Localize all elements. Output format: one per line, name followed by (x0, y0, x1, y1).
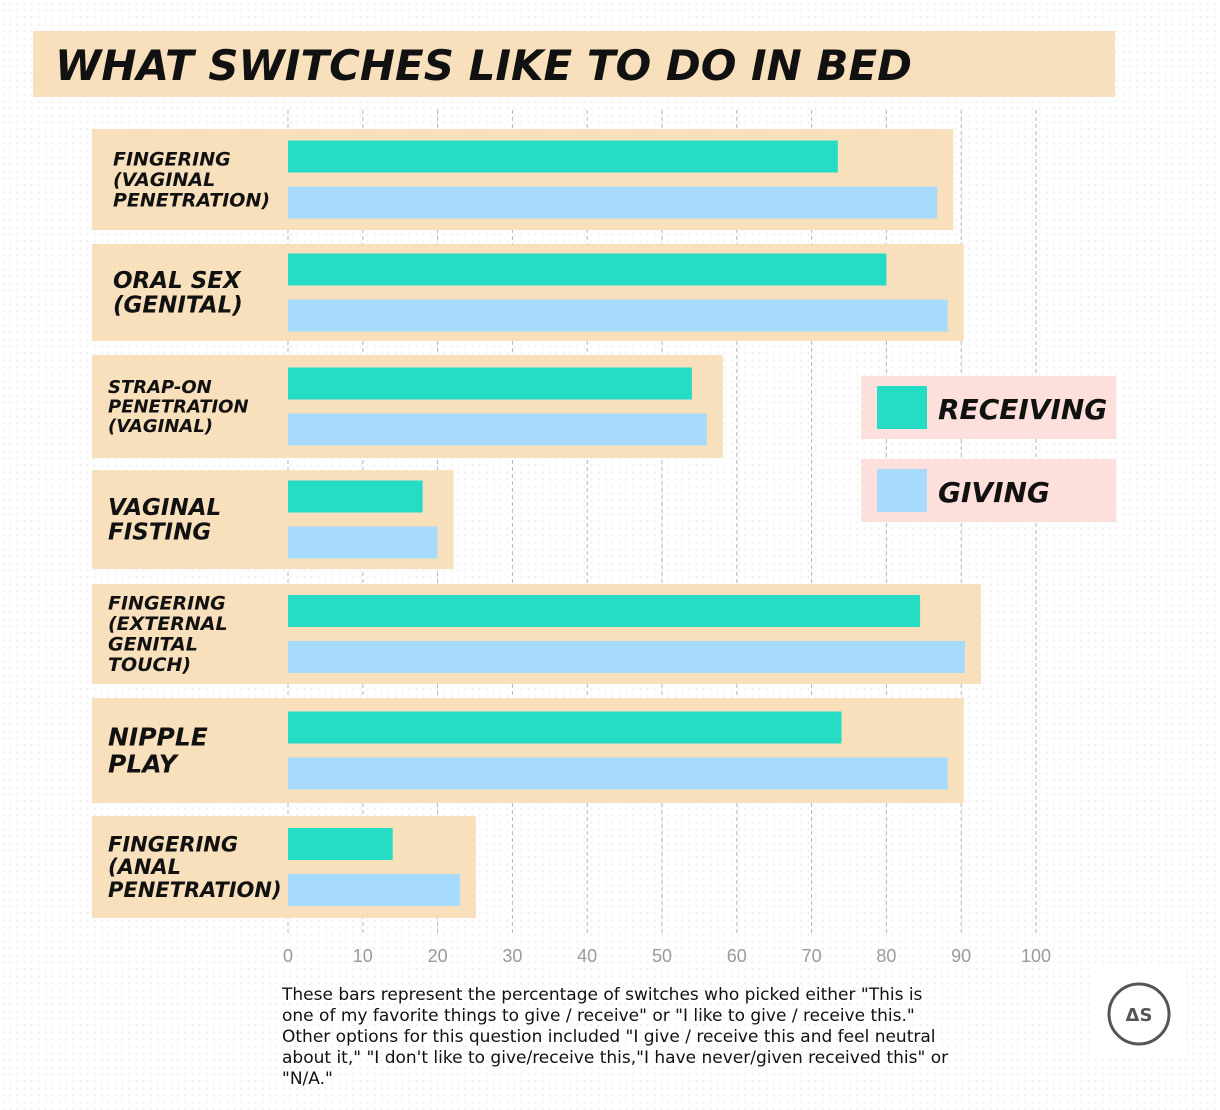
legend-swatch-giving (877, 469, 927, 512)
bar-receiving (288, 711, 842, 744)
x-tick-label: 40 (577, 946, 597, 966)
category-label: FINGERING (ANAL PENETRATION) (108, 832, 282, 901)
bar-giving (288, 526, 438, 559)
footnote-line-3: Other options for this question included… (282, 1027, 936, 1047)
category-label-line: (GENITAL) (113, 293, 243, 319)
category-label: VAGINAL FISTING (108, 495, 221, 546)
category-label-line: PLAY (108, 750, 180, 779)
category-label-line: PENETRATION) (108, 878, 282, 902)
x-tick-label: 20 (428, 946, 448, 966)
category-label-line: FINGERING (108, 593, 226, 615)
category-label-line: TOUCH) (108, 654, 191, 676)
category-label-line: STRAP-ON (108, 377, 212, 398)
x-tick-label: 30 (502, 946, 522, 966)
x-tick-label: 0 (283, 946, 293, 966)
legend-label-giving: GIVING (938, 476, 1050, 509)
x-tick-label: 90 (951, 946, 971, 966)
category-label: ORAL SEX (GENITAL) (113, 268, 243, 319)
bar-receiving (288, 828, 393, 860)
legend: RECEIVING GIVING (861, 376, 1116, 522)
category-label-line: FISTING (108, 520, 211, 546)
bar-giving (288, 413, 707, 446)
category-label-line: FINGERING (108, 832, 238, 856)
category-label-line: PENETRATION) (113, 189, 270, 211)
category-label-line: PENETRATION (108, 397, 249, 418)
legend-swatch-receiving (877, 386, 927, 429)
x-tick-label: 50 (652, 946, 672, 966)
x-tick-label: 10 (353, 946, 373, 966)
bar-giving (288, 186, 938, 219)
x-tick-label: 70 (802, 946, 822, 966)
category-label-line: (ANAL (108, 855, 181, 879)
bar-receiving (288, 595, 921, 627)
footnote: These bars represent the percentage of s… (281, 985, 948, 1089)
category-label-line: FINGERING (113, 148, 231, 170)
chart-title-group: WHAT SWITCHES LIKE TO DO IN BED (33, 31, 1115, 97)
title-banner (33, 31, 1115, 97)
bar-giving (288, 299, 948, 332)
x-tick-label: 60 (727, 946, 747, 966)
brand-logo: ΔS (1093, 967, 1186, 1057)
bar-receiving (288, 253, 887, 286)
x-tick-label: 100 (1021, 946, 1051, 966)
bar-receiving (288, 480, 423, 513)
footnote-line-2: one of my favorite things to give / rece… (282, 1006, 915, 1026)
logo-mark: ΔS (1126, 1005, 1153, 1026)
category-label: FINGERING (EXTERNAL GENITAL TOUCH) (108, 593, 228, 677)
category-label: STRAP-ON PENETRATION (VAGINAL) (108, 377, 249, 437)
footnote-line-4: about it," "I don't like to give/receive… (282, 1048, 948, 1068)
footnote-line-1: These bars represent the percentage of s… (281, 985, 923, 1005)
logo-circle-icon (1107, 982, 1171, 1046)
bar-giving (288, 874, 461, 906)
category-label-line: GENITAL (108, 634, 198, 656)
category-labels: FINGERING (VAGINAL PENETRATION)ORAL SEX (GE… (108, 148, 282, 901)
category-label-line: (EXTERNAL (108, 613, 228, 635)
bar-receiving (288, 140, 838, 173)
bar-receiving (288, 367, 692, 400)
category-label: FINGERING (VAGINAL PENETRATION) (113, 148, 270, 211)
footnote-line-5: "N/A." (282, 1069, 333, 1089)
category-label-line: (VAGINAL (113, 169, 215, 191)
category-label-line: VAGINAL (108, 495, 221, 521)
category-label-line: (VAGINAL) (108, 416, 213, 437)
bar-marks (288, 140, 965, 906)
x-axis-tick-labels: 0 10 20 30 40 50 60 70 80 90 100 (283, 946, 1051, 966)
chart-title: WHAT SWITCHES LIKE TO DO IN BED (55, 41, 912, 90)
category-label-line: NIPPLE (108, 723, 208, 752)
category-label-line: ORAL SEX (113, 268, 242, 294)
category-label: NIPPLE PLAY (108, 723, 208, 779)
bar-giving (288, 641, 965, 673)
x-tick-label: 80 (876, 946, 896, 966)
bar-giving (288, 757, 948, 790)
legend-label-receiving: RECEIVING (938, 393, 1107, 426)
